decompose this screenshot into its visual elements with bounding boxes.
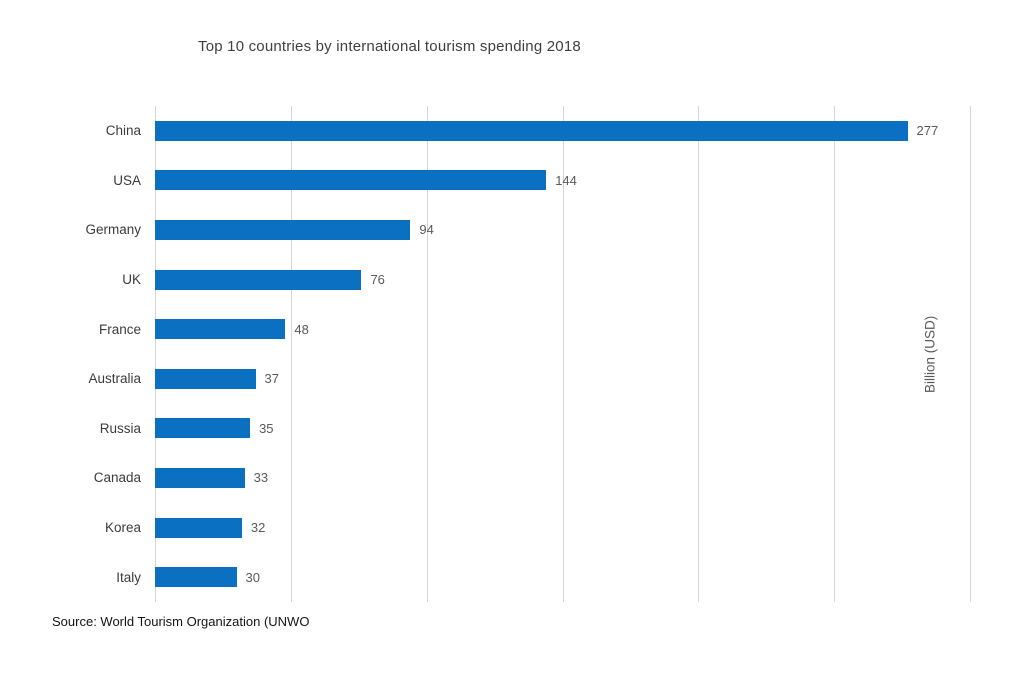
bar-row: France 48 bbox=[0, 304, 1026, 354]
gridline bbox=[562, 106, 564, 602]
bar-row: China 277 bbox=[0, 106, 1026, 156]
bar-row: Canada 33 bbox=[0, 453, 1026, 503]
bar-track: 32 bbox=[155, 517, 970, 538]
bar bbox=[155, 418, 251, 439]
bar-track: 48 bbox=[155, 319, 970, 340]
bar-row: Korea 32 bbox=[0, 503, 1026, 553]
source-note: Source: World Tourism Organization (UNWO bbox=[52, 614, 310, 629]
category-label: Germany bbox=[85, 222, 141, 238]
bar-track: 35 bbox=[155, 418, 970, 439]
bar-track: 33 bbox=[155, 467, 970, 488]
bar-track: 94 bbox=[155, 219, 970, 240]
bar bbox=[155, 219, 411, 240]
bar-rows: China 277 USA 144 Germany 94 UK 76 France 48 Austr… bbox=[0, 106, 1026, 602]
category-label: USA bbox=[113, 172, 141, 188]
bar bbox=[155, 170, 547, 191]
gridline-layer bbox=[155, 106, 971, 602]
bar-track: 30 bbox=[155, 567, 970, 588]
bar-value-label: 35 bbox=[259, 420, 274, 436]
gridline bbox=[155, 106, 156, 602]
bar-track: 76 bbox=[155, 269, 970, 290]
bar-value-label: 33 bbox=[253, 470, 269, 486]
gridline bbox=[290, 106, 292, 602]
bar bbox=[155, 120, 908, 141]
category-label: Australia bbox=[88, 371, 141, 387]
bar-row: Germany 94 bbox=[0, 205, 1026, 255]
bar-value-label: 94 bbox=[419, 222, 434, 238]
bar bbox=[155, 517, 242, 538]
bar bbox=[155, 467, 245, 488]
category-label: China bbox=[105, 123, 141, 139]
bar-value-label: 48 bbox=[294, 321, 309, 337]
bar bbox=[155, 319, 286, 340]
bar bbox=[155, 368, 256, 389]
bar-value-label: 30 bbox=[245, 569, 260, 585]
gridline bbox=[834, 106, 836, 602]
gridline bbox=[426, 106, 428, 602]
gridline bbox=[698, 106, 700, 602]
bar-track: 37 bbox=[155, 368, 970, 389]
bar bbox=[155, 567, 237, 588]
gridline bbox=[970, 106, 971, 602]
bar-row: Italy 30 bbox=[0, 552, 1026, 602]
bar-value-label: 144 bbox=[555, 172, 577, 188]
category-label: France bbox=[98, 321, 141, 337]
chart-title: Top 10 countries by international touris… bbox=[198, 38, 581, 55]
bar-row: UK 76 bbox=[0, 255, 1026, 305]
right-axis-label: Billion (USD) bbox=[922, 315, 938, 393]
category-label: Italy bbox=[116, 569, 141, 585]
bar-track: 277 bbox=[155, 120, 970, 141]
bar bbox=[155, 269, 362, 290]
category-label: UK bbox=[122, 272, 141, 288]
bar-row: USA 144 bbox=[0, 156, 1026, 206]
category-label: Canada bbox=[93, 470, 141, 486]
category-label: Russia bbox=[99, 420, 141, 436]
bar-value-label: 37 bbox=[264, 371, 279, 387]
bar-row: Russia 35 bbox=[0, 404, 1026, 454]
bar-value-label: 32 bbox=[250, 520, 266, 536]
category-label: Korea bbox=[104, 520, 141, 536]
bar-value-label: 277 bbox=[916, 123, 939, 139]
bar-track: 144 bbox=[155, 170, 970, 191]
plot-area: China 277 USA 144 Germany 94 UK 76 France 48 Austr… bbox=[0, 106, 1026, 602]
bar-value-label: 76 bbox=[370, 272, 385, 288]
bar-row: Australia 37 bbox=[0, 354, 1026, 404]
